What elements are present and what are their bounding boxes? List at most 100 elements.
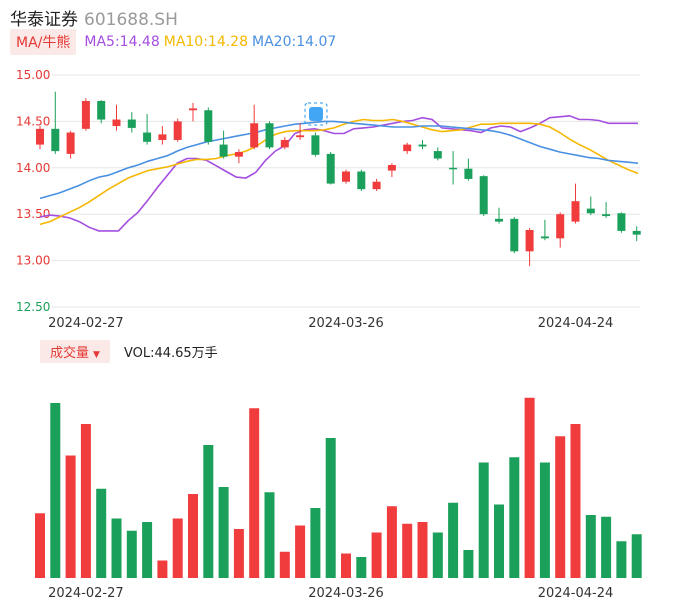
- candle-body: [449, 167, 458, 170]
- candle-body: [617, 213, 626, 231]
- candle-body: [296, 135, 305, 138]
- volume-bar: [325, 438, 336, 578]
- volume-selector-button[interactable]: 成交量 ▼: [40, 339, 110, 363]
- volume-bar: [279, 551, 290, 578]
- stock-code: 601688.SH: [84, 10, 178, 30]
- volume-bar: [264, 492, 275, 578]
- candle-body: [540, 236, 549, 239]
- candle-body: [234, 152, 243, 157]
- volume-bar: [448, 502, 459, 578]
- marker-frame: [304, 102, 328, 126]
- volume-bar: [249, 408, 260, 578]
- volume-bar: [555, 436, 566, 578]
- price-tick-label: 14.00: [16, 161, 50, 175]
- ma5-value: MA5:14.48: [84, 34, 160, 50]
- volume-bar: [233, 529, 244, 578]
- candle-body: [51, 128, 60, 152]
- volume-bar: [570, 424, 581, 578]
- volume-bar: [601, 516, 612, 578]
- price-tick-label: 13.50: [16, 207, 50, 221]
- ma10-line: [39, 118, 639, 226]
- candle-body: [280, 139, 289, 148]
- crosshair-marker-icon[interactable]: [304, 102, 328, 126]
- volume-bar: [188, 494, 198, 578]
- candle-body: [479, 176, 488, 215]
- ma10-value: MA10:14.28: [163, 34, 249, 50]
- price-tick-label: 13.00: [16, 254, 50, 268]
- candle-body: [326, 153, 335, 184]
- candle-body: [387, 165, 396, 171]
- ma-indicator-bar: MA/牛熊 MA5:14.48 MA10:14.28 MA20:14.07: [10, 29, 338, 55]
- price-tick-label: 14.50: [16, 114, 50, 128]
- candle-body: [510, 218, 519, 252]
- candle-body: [219, 144, 228, 157]
- volume-bar: [310, 508, 321, 578]
- candle-body: [525, 229, 534, 252]
- volume-bar: [432, 532, 443, 578]
- volume-bar: [616, 541, 627, 578]
- candle-body: [189, 108, 197, 111]
- volume-bar: [218, 487, 229, 578]
- volume-bar: [478, 462, 489, 578]
- volume-bar: [356, 557, 367, 578]
- candle-body: [403, 144, 412, 152]
- candle-body: [311, 135, 320, 155]
- volume-bar: [631, 534, 642, 578]
- price-tick-label: 15.00: [16, 68, 50, 82]
- ma5-line: [39, 114, 638, 232]
- price-tick-label: 12.50: [16, 300, 50, 314]
- candle-body: [372, 181, 381, 190]
- candle-body: [36, 128, 44, 145]
- candle-body: [632, 230, 641, 235]
- volume-bar: [463, 550, 474, 578]
- volume-bar: [50, 403, 61, 578]
- volume-bar: [172, 518, 183, 578]
- price-x-tick-label: 2024-03-26: [308, 316, 384, 331]
- candle-body: [571, 201, 580, 222]
- candle-body: [173, 121, 182, 140]
- volume-bar: [417, 522, 428, 578]
- stock-name: 华泰证券: [10, 10, 78, 30]
- price-x-tick-label: 2024-04-24: [538, 316, 614, 331]
- marker-square: [309, 107, 323, 121]
- ma20-value: MA20:14.07: [252, 34, 337, 50]
- ma-selector-button[interactable]: MA/牛熊: [10, 29, 77, 55]
- volume-bar: [539, 462, 550, 578]
- candle-body: [433, 151, 442, 159]
- volume-bar: [341, 553, 351, 578]
- volume-x-tick-label: 2024-02-27: [48, 586, 124, 601]
- volume-bar: [494, 504, 504, 578]
- candle-body: [265, 123, 274, 148]
- candle-body: [158, 134, 167, 140]
- candle-body: [143, 132, 152, 142]
- volume-bar: [295, 525, 306, 578]
- candle-body: [464, 168, 473, 179]
- volume-bar: [35, 513, 45, 578]
- volume-bar: [585, 515, 596, 578]
- volume-x-tick-label: 2024-04-24: [538, 586, 614, 601]
- candle-body: [556, 214, 565, 239]
- volume-bar: [386, 506, 397, 578]
- candle-body: [97, 100, 106, 120]
- volume-bar: [126, 530, 137, 578]
- caret-down-icon: ▼: [93, 349, 100, 360]
- candle-body: [342, 171, 350, 182]
- candle-body: [357, 171, 366, 190]
- volume-bar: [111, 518, 122, 578]
- volume-selector-label: 成交量: [50, 345, 90, 361]
- candle-body: [81, 100, 90, 129]
- volume-bar: [371, 532, 382, 578]
- candle-body: [66, 132, 75, 154]
- volume-value: VOL:44.65万手: [123, 345, 218, 361]
- volume-bar: [509, 457, 520, 578]
- volume-bar: [524, 397, 535, 578]
- volume-bar: [402, 523, 413, 578]
- price-chart: 15.00 14.50 14.00 13.50 13.00 12.50 2024-02-27…: [16, 68, 641, 331]
- candle-body: [418, 144, 427, 147]
- ma20-line: [39, 120, 639, 200]
- volume-x-tick-label: 2024-03-26: [308, 586, 384, 601]
- candle-body: [602, 214, 611, 217]
- candle-body: [112, 119, 121, 127]
- volume-indicator-bar: 成交量 ▼ VOL:44.65万手: [40, 339, 218, 363]
- volume-bar: [96, 488, 107, 578]
